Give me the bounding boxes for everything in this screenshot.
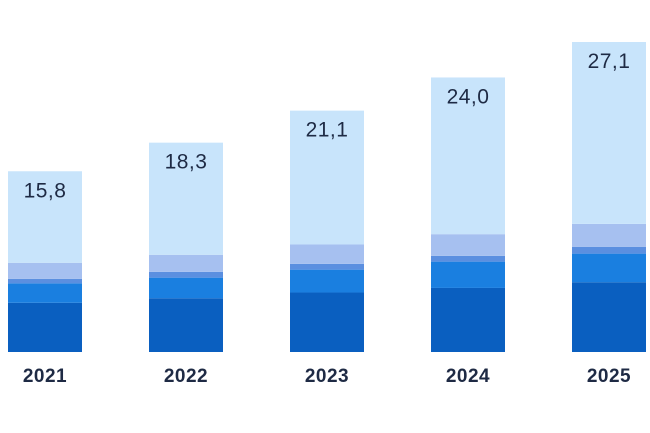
bar-segment-2022-4 [149, 254, 223, 272]
x-tick-2025: 2025 [587, 366, 631, 387]
bar-segment-2023-5 [290, 110, 364, 245]
bar-segment-2024-5 [431, 77, 505, 235]
total-label-2025: 27,1 [588, 50, 631, 73]
bar-segment-2021-1 [8, 302, 82, 352]
bar-segment-2022-2 [149, 277, 223, 299]
bar-segment-2024-3 [431, 255, 505, 262]
bar-segment-2024-2 [431, 261, 505, 288]
bar-segment-2025-1 [572, 282, 646, 352]
bar-segment-2025-5 [572, 42, 646, 224]
total-label-2024: 24,0 [447, 85, 490, 108]
bar-segment-2021-4 [8, 262, 82, 279]
bar-segment-2024-1 [431, 287, 505, 352]
bar-segment-2022-1 [149, 298, 223, 352]
bar-segment-2025-3 [572, 246, 646, 254]
bar-segment-2023-1 [290, 292, 364, 352]
x-tick-2024: 2024 [446, 366, 490, 387]
total-label-2023: 21,1 [306, 119, 349, 142]
x-axis-tick-labels: 2021 2022 2023 2024 2025 [23, 366, 631, 387]
total-label-2022: 18,3 [165, 151, 208, 174]
total-labels-layer: 15,8 18,3 21,1 24,0 27,1 [24, 50, 631, 202]
bar-segment-2025-2 [572, 253, 646, 283]
bar-segment-2025-4 [572, 223, 646, 247]
bar-segment-2022-3 [149, 271, 223, 278]
bars-layer [8, 42, 646, 352]
x-tick-2022: 2022 [164, 366, 208, 387]
total-label-2021: 15,8 [24, 179, 67, 202]
x-tick-2023: 2023 [305, 366, 349, 387]
x-tick-2021: 2021 [23, 366, 67, 387]
bar-segment-2023-3 [290, 263, 364, 270]
bar-segment-2021-3 [8, 278, 82, 284]
bar-segment-2021-2 [8, 283, 82, 303]
bar-segment-2023-4 [290, 244, 364, 264]
bar-segment-2022-5 [149, 142, 223, 255]
bar-segment-2024-4 [431, 234, 505, 256]
bar-segment-2021-5 [8, 171, 82, 263]
bar-segment-2023-2 [290, 269, 364, 293]
